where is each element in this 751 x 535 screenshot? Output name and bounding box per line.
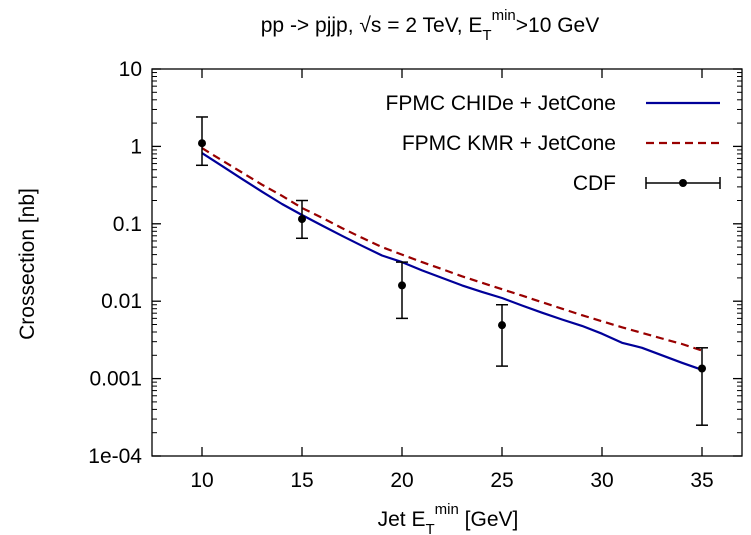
x-axis-label: Jet ETmin [GeV]: [378, 501, 519, 535]
legend-swatch-cdf-point: [679, 179, 687, 187]
y-tick-label: 0.001: [89, 368, 142, 391]
series-line-kmr: [201, 147, 703, 352]
cdf-point: [298, 215, 306, 224]
legend: FPMC CHIDe + JetCone FPMC KMR + JetCone CD…: [386, 92, 721, 195]
legend-label: FPMC KMR + JetCone: [402, 132, 616, 155]
y-axis-label: Crossection [nb]: [16, 188, 39, 340]
y-tick-label: 1: [130, 135, 142, 158]
x-tick-label: 35: [690, 469, 713, 492]
legend-label: FPMC CHIDe + JetCone: [386, 92, 617, 115]
legend-label: CDF: [573, 172, 616, 195]
x-tick-label: 30: [590, 469, 613, 492]
cdf-point: [398, 281, 406, 290]
x-tick-label: 10: [190, 469, 213, 492]
x-tick-label: 25: [490, 469, 513, 492]
cdf-point: [198, 139, 206, 148]
ticks-layer: 10 15 20 25 30 35 10 1 0.1 0.01 0.001 1e-04: [88, 58, 742, 492]
cdf-point: [698, 364, 706, 373]
y-tick-label: 10: [119, 58, 142, 81]
x-tick-label: 20: [390, 469, 413, 492]
cdf-point: [498, 321, 506, 330]
series-line-chide: [201, 152, 703, 371]
series-layer: [196, 116, 708, 426]
y-tick-label: 0.1: [113, 213, 142, 236]
x-tick-label: 15: [290, 469, 313, 492]
y-tick-label: 0.01: [101, 290, 142, 313]
chart-title: pp -> pjjp, √s = 2 TeV, ETmin>10 GeV: [261, 7, 600, 44]
y-tick-label: 1e-04: [88, 445, 142, 468]
plot-frame: [151, 68, 743, 457]
